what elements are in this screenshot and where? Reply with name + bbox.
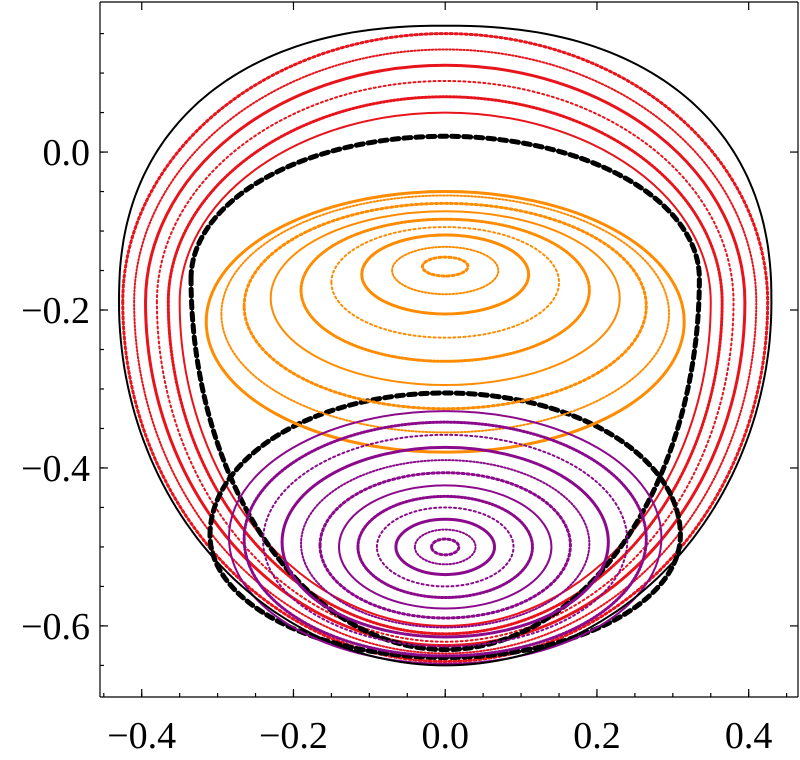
lower-island-orbit — [300, 459, 591, 629]
lower-island-orbit — [242, 420, 648, 658]
y-tick-label: −0.2 — [21, 290, 90, 332]
upper-island-orbit — [299, 217, 591, 363]
lower-island-orbit — [356, 494, 534, 599]
outer-orbit — [121, 32, 770, 663]
upper-island-orbit — [330, 226, 561, 339]
upper-island-orbit — [269, 210, 621, 387]
outer-orbit — [155, 80, 735, 643]
axes-frame: −0.4 −0.2 0.0 0.2 0.4 0.0 −0.2 −0.4 −0.6 — [21, 1, 799, 757]
boundary-curve — [117, 24, 773, 667]
series-outer — [121, 32, 770, 663]
series-lower-island — [227, 410, 663, 665]
lower-island-orbit — [375, 506, 515, 588]
series-upper-island — [204, 190, 686, 454]
lower-island-orbit — [280, 446, 610, 639]
upper-island-orbit — [360, 233, 531, 316]
upper-island-orbit — [220, 194, 671, 434]
x-tick-label: 0.2 — [573, 715, 621, 757]
outer-orbit — [133, 48, 758, 655]
upper-island-orbit — [391, 245, 500, 296]
x-tick-label: −0.2 — [259, 715, 328, 757]
upper-island-orbit — [420, 255, 470, 278]
orbits-layer — [121, 32, 770, 665]
lower-island-orbit — [413, 528, 477, 566]
upper-island-orbit — [242, 201, 648, 411]
lower-island-orbit — [430, 537, 461, 557]
y-tick-label: −0.6 — [21, 606, 90, 648]
y-tick-label: −0.4 — [21, 448, 90, 490]
outer-orbit — [178, 111, 712, 627]
lower-island-orbit — [227, 410, 663, 665]
lower-island-orbit — [337, 484, 553, 610]
lower-island-orbit — [394, 517, 497, 577]
x-tick-label: 0.4 — [725, 715, 773, 757]
x-tick-label: 0.0 — [421, 715, 469, 757]
outer-orbit — [144, 64, 747, 647]
x-tick-label: −0.4 — [107, 715, 176, 757]
lower-island-orbit — [318, 471, 572, 620]
y-tick-label: 0.0 — [43, 132, 91, 174]
lower-island-orbit — [262, 434, 629, 648]
